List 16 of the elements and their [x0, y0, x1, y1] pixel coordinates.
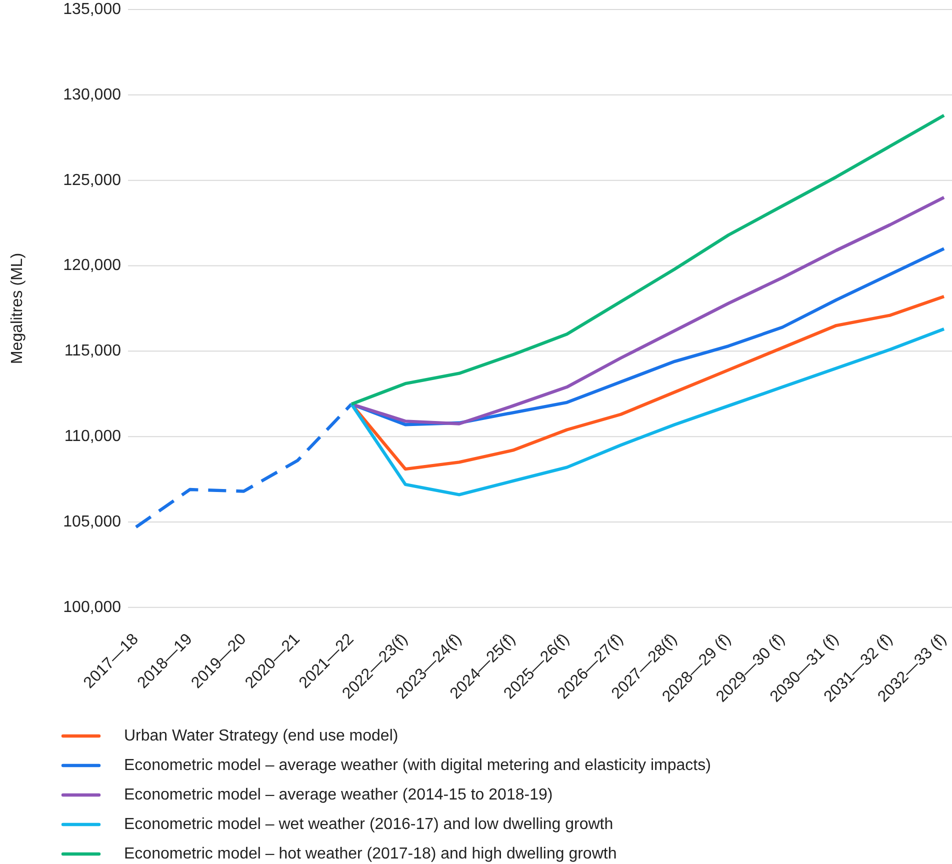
y-tick-label: 135,000 — [63, 1, 122, 18]
y-tick-label: 105,000 — [63, 513, 122, 530]
y-tick-label: 115,000 — [64, 342, 122, 360]
legend-label: Econometric model – wet weather (2016-17) and low dwelling growth — [124, 816, 614, 833]
legend-label: Urban Water Strategy (end use model) — [124, 728, 398, 744]
y-tick-label: 130,000 — [63, 86, 122, 104]
line-series — [350, 327, 946, 496]
y-tick-label: 110,000 — [64, 428, 122, 446]
line-series — [350, 114, 946, 406]
legend-label: Econometric model – average weather (2014-15 to 2018-19) — [124, 786, 553, 804]
y-tick-label: 100,000 — [63, 598, 122, 616]
y-axis-title: Megalitres (ML) — [9, 252, 26, 364]
y-tick-label: 125,000 — [63, 172, 122, 189]
y-tick-label: 120,000 — [63, 257, 122, 274]
legend-label: Econometric model – average weather (with digital metering and elasticity impacts) — [124, 757, 711, 774]
legend-label: Econometric model – hot weather (2017-18) and high dwelling growth — [124, 846, 617, 862]
